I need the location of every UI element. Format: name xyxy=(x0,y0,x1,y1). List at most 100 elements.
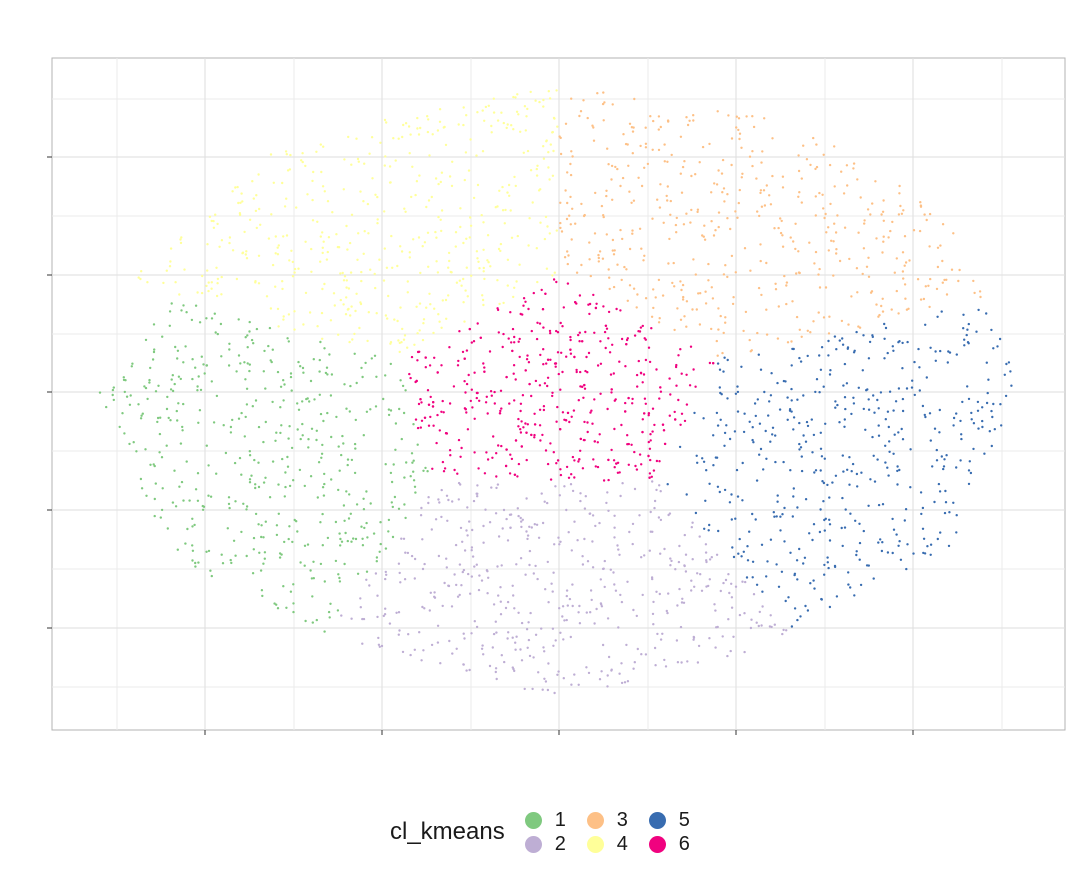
data-point xyxy=(571,155,574,158)
data-point xyxy=(559,388,562,391)
data-point xyxy=(717,307,720,310)
data-point xyxy=(808,532,811,535)
data-point xyxy=(471,406,474,409)
data-point xyxy=(604,324,608,327)
data-point xyxy=(130,365,133,368)
data-point xyxy=(1005,362,1008,366)
data-point xyxy=(232,539,236,542)
data-point xyxy=(311,219,315,222)
data-point xyxy=(724,578,728,582)
data-point xyxy=(792,240,795,243)
data-point xyxy=(712,362,715,365)
data-point xyxy=(361,617,364,621)
data-point xyxy=(643,412,646,415)
data-point xyxy=(672,261,675,265)
data-point xyxy=(601,567,605,571)
data-point xyxy=(652,623,655,626)
data-point xyxy=(827,226,830,229)
data-point xyxy=(649,458,652,462)
data-point xyxy=(966,328,969,331)
data-point xyxy=(499,409,502,413)
data-point xyxy=(760,161,763,164)
data-point xyxy=(891,220,894,224)
data-point xyxy=(148,378,151,382)
data-point xyxy=(214,331,217,334)
data-point xyxy=(447,584,450,587)
data-point xyxy=(806,329,809,332)
data-point xyxy=(544,680,548,683)
data-point xyxy=(244,253,247,256)
data-point xyxy=(246,346,249,349)
data-point xyxy=(756,210,759,213)
data-point xyxy=(343,562,346,566)
data-point xyxy=(513,335,516,339)
data-point xyxy=(552,149,555,153)
data-point xyxy=(735,126,738,129)
data-point xyxy=(154,482,157,485)
data-point xyxy=(287,437,290,440)
data-point xyxy=(495,475,498,478)
data-point xyxy=(504,464,508,468)
data-point xyxy=(500,654,503,657)
data-point xyxy=(605,327,609,330)
data-point xyxy=(555,329,558,333)
data-point xyxy=(666,483,669,486)
data-point xyxy=(466,428,470,431)
data-point xyxy=(774,460,777,464)
data-point xyxy=(404,516,407,520)
data-point xyxy=(702,417,705,420)
data-point xyxy=(619,593,622,597)
data-point xyxy=(734,517,737,520)
data-point xyxy=(865,265,869,268)
data-point xyxy=(751,164,754,168)
data-point xyxy=(798,191,801,194)
data-point xyxy=(598,250,602,253)
data-point xyxy=(463,380,466,383)
data-point xyxy=(378,550,381,553)
data-point xyxy=(212,226,216,229)
data-point xyxy=(675,216,678,220)
data-point xyxy=(497,247,501,251)
data-point xyxy=(470,632,473,635)
data-point xyxy=(579,499,582,503)
data-point xyxy=(542,646,545,649)
data-point xyxy=(716,485,720,488)
data-point xyxy=(517,514,520,518)
data-point xyxy=(556,331,560,334)
data-point xyxy=(245,505,249,508)
data-point xyxy=(529,611,532,615)
data-point xyxy=(566,282,570,285)
data-point xyxy=(715,339,718,343)
data-point xyxy=(153,497,156,501)
data-point xyxy=(527,307,530,311)
data-point xyxy=(391,535,395,539)
data-point xyxy=(692,636,696,639)
data-point xyxy=(557,372,560,376)
data-point xyxy=(559,473,563,477)
data-point xyxy=(707,529,710,532)
data-point xyxy=(408,372,411,376)
data-point xyxy=(379,141,382,144)
data-point xyxy=(934,359,937,362)
data-point xyxy=(429,591,432,594)
data-point xyxy=(780,219,783,223)
data-point xyxy=(315,618,318,622)
data-point xyxy=(559,321,562,325)
data-point xyxy=(888,450,891,453)
data-point xyxy=(941,259,944,263)
data-point xyxy=(772,511,775,514)
data-point xyxy=(312,560,315,563)
data-point xyxy=(522,426,525,429)
data-point xyxy=(730,606,734,609)
data-point xyxy=(404,389,407,392)
data-point xyxy=(482,653,485,656)
data-point xyxy=(174,345,177,349)
data-point xyxy=(559,468,562,471)
data-point xyxy=(573,673,576,676)
data-point xyxy=(798,448,801,451)
data-point xyxy=(402,411,406,415)
data-point xyxy=(922,297,926,301)
data-point xyxy=(215,394,219,398)
data-point xyxy=(496,565,499,568)
data-point xyxy=(359,190,362,193)
